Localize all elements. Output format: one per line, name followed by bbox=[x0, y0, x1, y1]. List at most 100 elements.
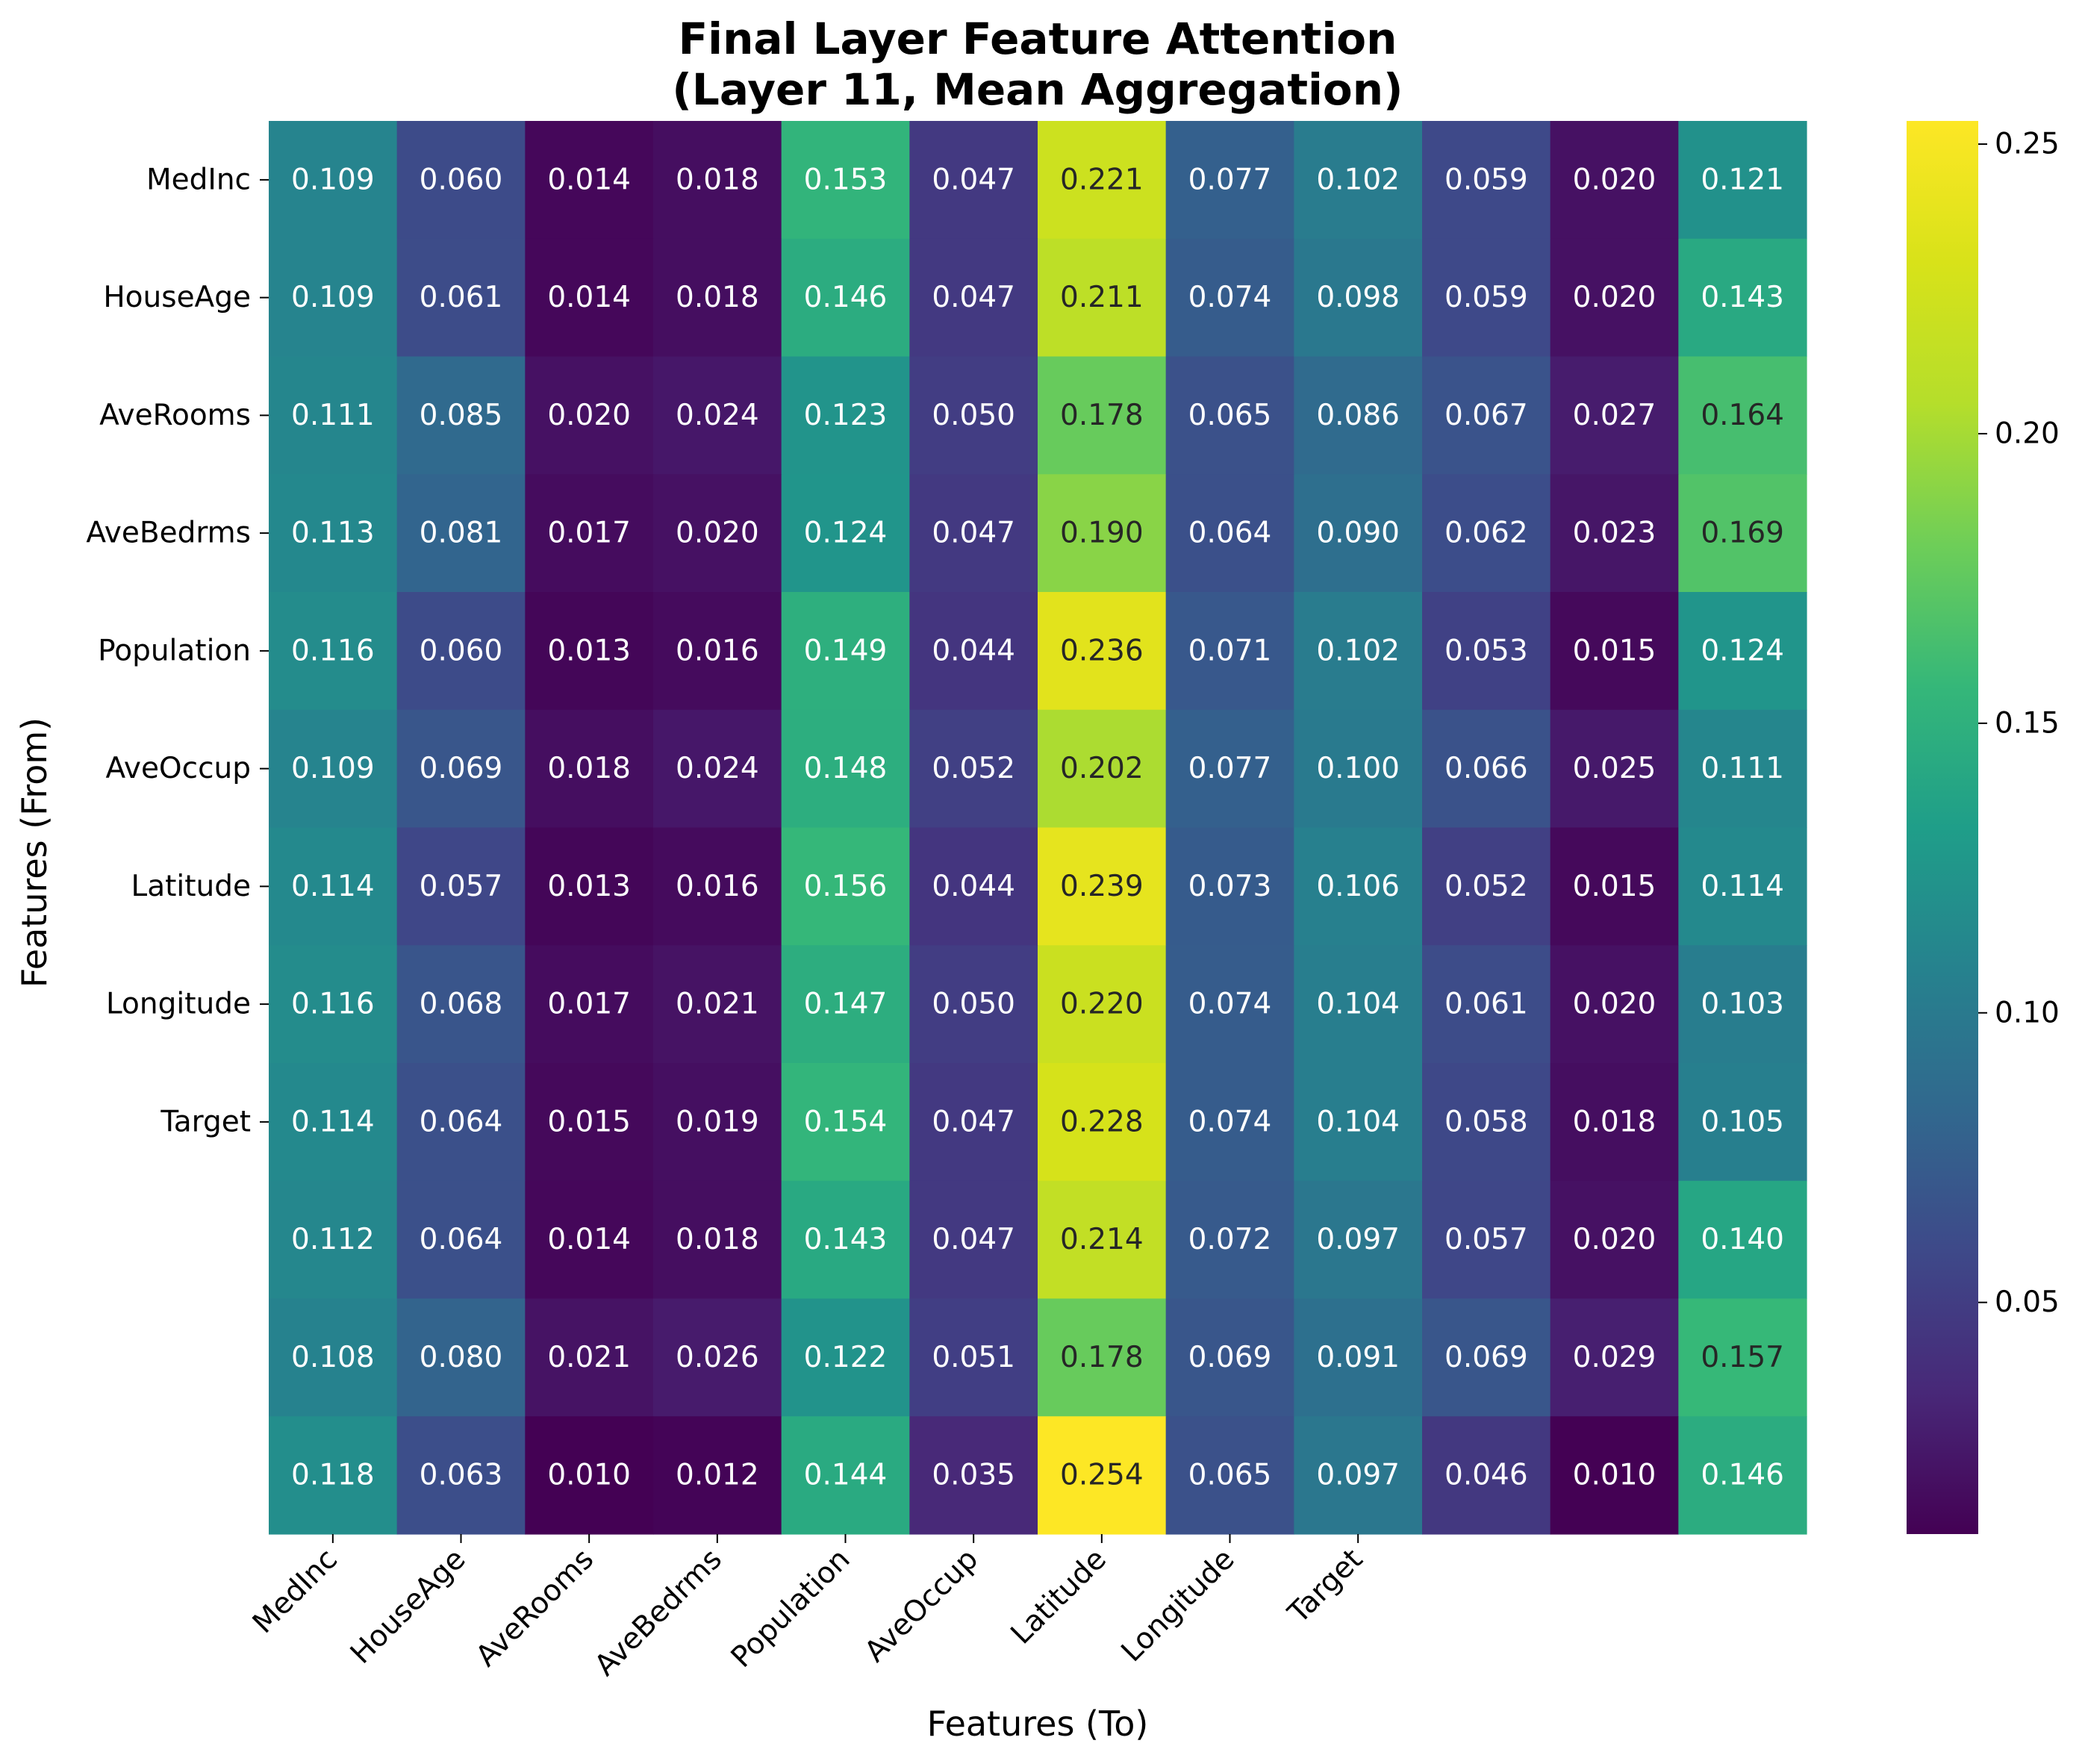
heatmap-cell bbox=[1165, 592, 1294, 711]
heatmap-cell bbox=[269, 1063, 398, 1182]
heatmap-cell bbox=[269, 238, 398, 358]
heatmap-cell bbox=[525, 1063, 654, 1182]
heatmap-cell bbox=[1294, 238, 1423, 358]
cell-value-label: 0.100 bbox=[1316, 752, 1400, 785]
heatmap-cell bbox=[653, 709, 782, 829]
heatmap-cell bbox=[269, 356, 398, 475]
cell-value-label: 0.114 bbox=[1701, 870, 1784, 903]
heatmap-cell bbox=[909, 827, 1038, 946]
cell-value-label: 0.064 bbox=[420, 1105, 503, 1138]
colorbar-tick-label: 0.25 bbox=[1995, 128, 2060, 161]
cell-value-label: 0.035 bbox=[932, 1459, 1015, 1492]
heatmap-cell bbox=[1165, 1180, 1294, 1300]
heatmap-cell bbox=[1038, 1416, 1167, 1535]
cell-value-label: 0.025 bbox=[1573, 752, 1657, 785]
heatmap-cell bbox=[1678, 474, 1807, 593]
heatmap-cell bbox=[1550, 709, 1679, 829]
heatmap-cell bbox=[909, 356, 1038, 475]
heatmap-cell bbox=[1422, 356, 1551, 475]
cell-value-label: 0.020 bbox=[1573, 281, 1657, 314]
cell-value-label: 0.097 bbox=[1316, 1459, 1400, 1492]
cell-value-label: 0.020 bbox=[676, 517, 759, 550]
heatmap-cell bbox=[781, 1298, 910, 1417]
heatmap-cell bbox=[1165, 356, 1294, 475]
chart-title: Final Layer Feature Attention bbox=[679, 13, 1397, 64]
cell-value-label: 0.111 bbox=[1701, 752, 1784, 785]
heatmap-cell bbox=[1038, 1298, 1167, 1417]
heatmap-cell bbox=[781, 1416, 910, 1535]
heatmap-cell bbox=[1294, 121, 1423, 240]
heatmap-cell bbox=[1678, 1180, 1807, 1300]
cell-value-label: 0.018 bbox=[676, 281, 759, 314]
cell-value-label: 0.104 bbox=[1316, 1105, 1400, 1138]
heatmap-cell bbox=[525, 238, 654, 358]
heatmap-cell bbox=[1038, 1180, 1167, 1300]
cell-value-label: 0.018 bbox=[676, 163, 759, 196]
heatmap-cell bbox=[525, 945, 654, 1064]
cell-value-label: 0.062 bbox=[1444, 517, 1528, 550]
cell-value-label: 0.091 bbox=[1316, 1341, 1400, 1374]
heatmap-cell bbox=[1038, 121, 1167, 240]
heatmap-cell bbox=[525, 709, 654, 829]
cell-value-label: 0.020 bbox=[547, 399, 631, 432]
cell-value-label: 0.112 bbox=[291, 1223, 375, 1256]
heatmap-cell bbox=[1294, 1298, 1423, 1417]
cell-value-label: 0.060 bbox=[420, 634, 503, 667]
cell-value-label: 0.228 bbox=[1060, 1105, 1144, 1138]
cell-value-label: 0.061 bbox=[420, 281, 503, 314]
cell-value-label: 0.046 bbox=[1444, 1459, 1528, 1492]
cell-value-label: 0.065 bbox=[1188, 399, 1272, 432]
colorbar: 0.05 0.10 0.15 0.20 0.25 bbox=[1907, 121, 2060, 1534]
heatmap-cell bbox=[909, 1180, 1038, 1300]
cell-value-label: 0.044 bbox=[932, 634, 1015, 667]
heatmap-cell bbox=[269, 474, 398, 593]
cell-value-label: 0.053 bbox=[1444, 634, 1528, 667]
heatmap-cell bbox=[781, 474, 910, 593]
heatmap-cell bbox=[1678, 121, 1807, 240]
heatmap-cell bbox=[1422, 592, 1551, 711]
cell-value-label: 0.124 bbox=[804, 517, 888, 550]
x-tick-label: Population bbox=[725, 1542, 857, 1674]
cell-value-label: 0.113 bbox=[291, 517, 375, 550]
x-tick-label: MedInc bbox=[246, 1542, 344, 1640]
cell-value-label: 0.102 bbox=[1316, 634, 1400, 667]
heatmap-cell bbox=[525, 474, 654, 593]
cell-value-label: 0.077 bbox=[1188, 163, 1272, 196]
cell-value-label: 0.104 bbox=[1316, 988, 1400, 1021]
heatmap-cell bbox=[1550, 1298, 1679, 1417]
heatmap-cell bbox=[1550, 1063, 1679, 1182]
cell-value-label: 0.047 bbox=[932, 163, 1015, 196]
heatmap-cell bbox=[1422, 474, 1551, 593]
cell-value-label: 0.024 bbox=[676, 399, 759, 432]
heatmap-cell bbox=[1294, 945, 1423, 1064]
cell-value-label: 0.077 bbox=[1188, 752, 1272, 785]
heatmap-cell bbox=[1678, 356, 1807, 475]
cell-value-label: 0.178 bbox=[1060, 399, 1144, 432]
heatmap-cell bbox=[1422, 1298, 1551, 1417]
heatmap-cell bbox=[1165, 474, 1294, 593]
heatmap-cell bbox=[653, 827, 782, 946]
heatmap-cell bbox=[781, 709, 910, 829]
heatmap-cell bbox=[653, 1180, 782, 1300]
heatmap-cell bbox=[653, 1298, 782, 1417]
cell-value-label: 0.063 bbox=[420, 1459, 503, 1492]
heatmap-cell bbox=[269, 945, 398, 1064]
cell-value-label: 0.080 bbox=[420, 1341, 503, 1374]
heatmap-cell bbox=[781, 356, 910, 475]
heatmap-cell bbox=[1678, 827, 1807, 946]
cell-value-label: 0.106 bbox=[1316, 870, 1400, 903]
heatmap-cell bbox=[269, 592, 398, 711]
heatmap-cell bbox=[653, 121, 782, 240]
cell-value-label: 0.157 bbox=[1701, 1341, 1784, 1374]
cell-value-label: 0.016 bbox=[676, 870, 759, 903]
cell-value-label: 0.024 bbox=[676, 752, 759, 785]
y-tick-label: HouseAge bbox=[103, 281, 251, 314]
cell-value-label: 0.164 bbox=[1701, 399, 1784, 432]
cell-value-label: 0.015 bbox=[1573, 634, 1657, 667]
heatmap-cell bbox=[1678, 238, 1807, 358]
y-tick-label: MedInc bbox=[146, 163, 251, 196]
cell-value-label: 0.013 bbox=[547, 870, 631, 903]
cell-value-label: 0.109 bbox=[291, 163, 375, 196]
cell-value-label: 0.026 bbox=[676, 1341, 759, 1374]
heatmap-cell bbox=[269, 1180, 398, 1300]
